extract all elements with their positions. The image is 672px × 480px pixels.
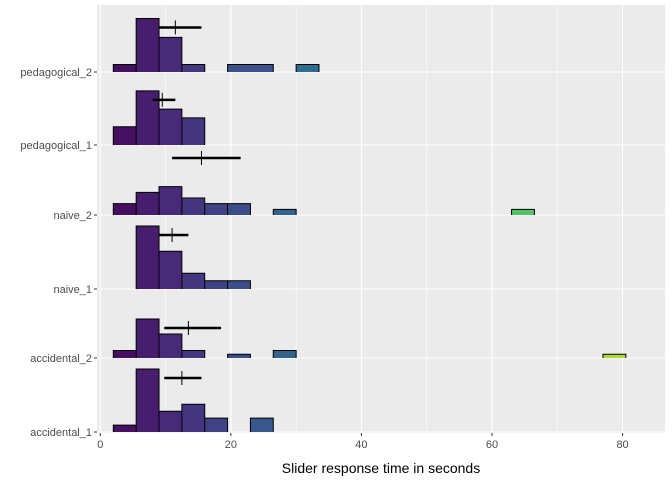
histogram-bar	[159, 186, 182, 215]
histogram-bar	[250, 418, 274, 432]
histogram-bar	[159, 251, 182, 289]
histogram-bar	[181, 350, 205, 358]
histogram-outline	[112, 90, 206, 145]
histogram-bar	[227, 203, 251, 215]
histogram-bar	[296, 64, 319, 72]
histogram-bar	[602, 354, 626, 358]
histogram-bar	[113, 425, 137, 432]
histogram-bar	[181, 404, 205, 432]
histogram-bar	[136, 192, 160, 215]
y-axis: accidental_1 accidental_2 naive_1 naive_2 pe…	[20, 67, 97, 439]
y-tick-label: pedagogical_2	[20, 67, 92, 79]
y-tick-label: accidental_1	[30, 427, 92, 439]
histogram-bar	[113, 126, 137, 145]
x-tick-label: 60	[486, 439, 498, 451]
histogram-bar	[136, 226, 160, 289]
histogram-bars	[112, 17, 627, 432]
histogram-bar	[227, 64, 274, 72]
histogram-bar	[136, 90, 160, 145]
y-tick-label: accidental_2	[30, 353, 92, 365]
histogram-bar	[227, 354, 251, 358]
panel-background	[97, 5, 665, 433]
y-tick-label: naive_1	[53, 284, 92, 296]
histogram-bar	[159, 334, 182, 358]
histogram-bar	[181, 197, 205, 215]
histogram-outline	[112, 186, 535, 215]
interval-markers	[152, 20, 241, 385]
histogram-bar	[204, 418, 228, 432]
histogram-bar	[204, 203, 228, 215]
histogram-bar	[181, 273, 205, 289]
x-tick-label: 80	[616, 439, 628, 451]
histogram-bar	[159, 411, 182, 432]
histogram-bar	[113, 350, 137, 358]
histogram-bar	[273, 209, 297, 215]
histogram-bar	[204, 280, 228, 289]
histogram-outline	[112, 318, 627, 358]
histogram-bar	[113, 203, 137, 215]
histogram-bar	[227, 280, 251, 289]
histogram-outline	[112, 368, 274, 432]
histogram-bar	[273, 350, 297, 358]
x-tick-label: 20	[225, 439, 237, 451]
y-tick-label: naive_2	[53, 210, 92, 222]
histogram-bar	[159, 37, 182, 72]
x-axis: 0 20 40 60 80	[97, 433, 629, 451]
x-tick-label: 40	[355, 439, 367, 451]
histogram-bar	[136, 318, 160, 358]
y-tick-label: pedagogical_1	[20, 140, 92, 152]
x-axis-title: Slider response time in seconds	[282, 460, 480, 476]
histogram-bar	[181, 64, 205, 72]
histogram-outline	[112, 17, 320, 72]
histogram-bar	[159, 109, 182, 145]
histogram-bar	[511, 209, 535, 215]
gridlines	[97, 5, 665, 433]
histogram-bar	[136, 369, 160, 432]
histogram-bar	[181, 117, 205, 145]
x-tick-label: 0	[97, 439, 103, 451]
histogram-bar	[136, 18, 160, 72]
histogram-outline	[135, 225, 251, 289]
histogram-bar	[113, 64, 137, 72]
